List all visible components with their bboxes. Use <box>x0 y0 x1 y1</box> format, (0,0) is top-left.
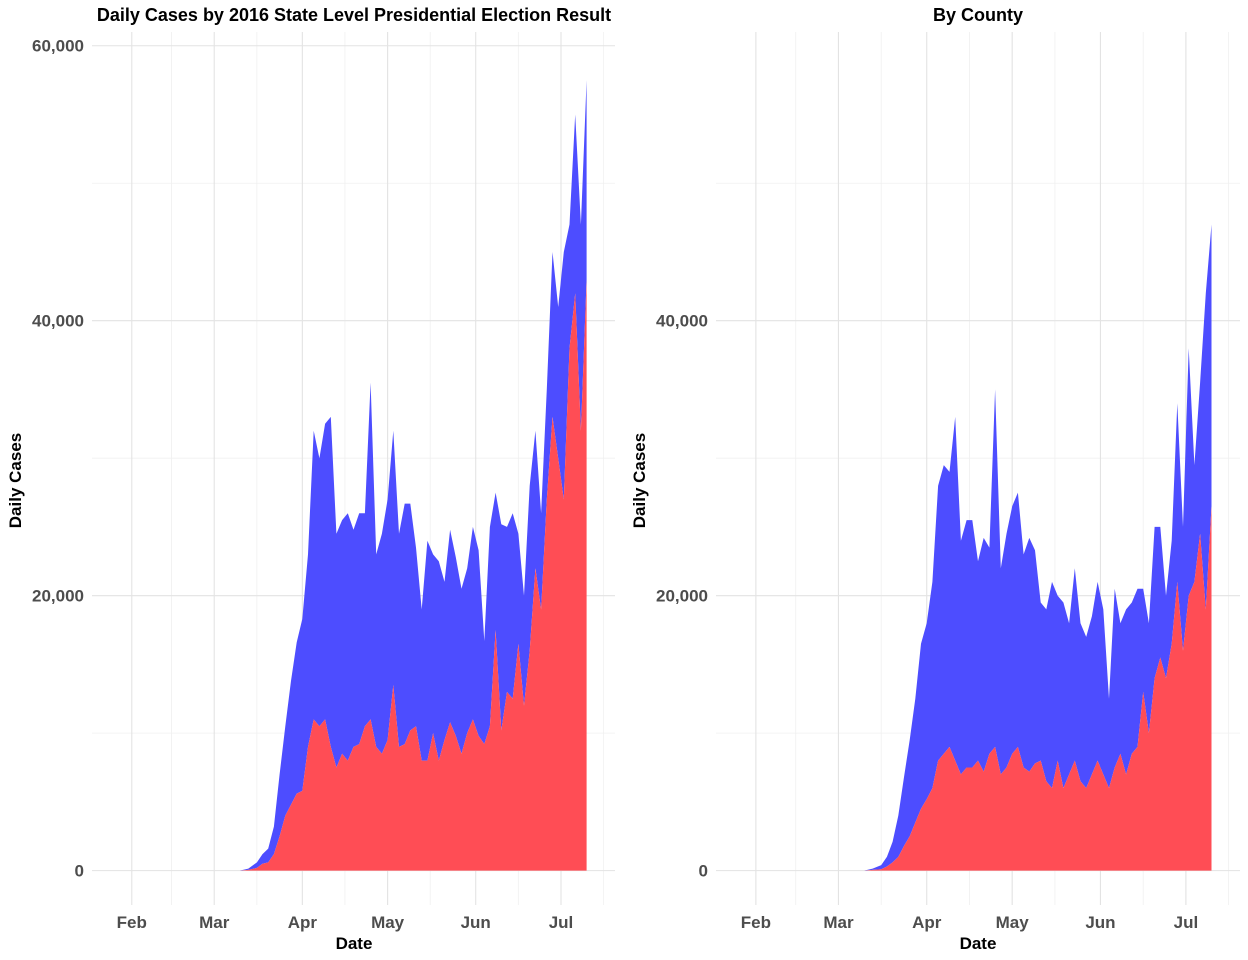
x-tick-label: Apr <box>912 913 942 932</box>
x-axis-title: Date <box>960 934 997 953</box>
x-tick-label: Feb <box>741 913 771 932</box>
y-axis-title: Daily Cases <box>630 433 649 528</box>
x-tick-label: Mar <box>823 913 854 932</box>
y-tick-label: 0 <box>699 862 708 881</box>
y-tick-label: 40,000 <box>656 312 708 331</box>
x-tick-label: Jun <box>461 913 491 932</box>
y-axis-title: Daily Cases <box>6 433 25 528</box>
x-tick-label: Jun <box>1085 913 1115 932</box>
area-bottom-series <box>838 506 1212 871</box>
chart-title: By County <box>933 5 1023 25</box>
x-tick-label: May <box>996 913 1030 932</box>
y-tick-label: 40,000 <box>32 312 84 331</box>
x-tick-label: Jul <box>1174 913 1199 932</box>
y-tick-label: 20,000 <box>656 587 708 606</box>
y-tick-label: 0 <box>75 862 84 881</box>
x-tick-label: Apr <box>288 913 318 932</box>
area-top-series <box>838 224 1212 871</box>
y-tick-label: 20,000 <box>32 587 84 606</box>
chart-panel-2: 0 20,000 40,000 Feb Mar Apr May Jun Jul By County… <box>630 5 1240 953</box>
chart-title: Daily Cases by 2016 State Level Presiden… <box>97 5 611 25</box>
x-tick-label: May <box>371 913 405 932</box>
area-bottom-series <box>214 279 587 871</box>
x-tick-label: Mar <box>199 913 230 932</box>
x-axis-title: Date <box>336 934 373 953</box>
x-tick-label: Jul <box>549 913 574 932</box>
x-tick-label: Feb <box>117 913 147 932</box>
area-top-series <box>214 80 587 871</box>
chart-panel-1: 0 20,000 40,000 60,000 Feb Mar Apr May Jun Jul Dai… <box>6 5 615 953</box>
y-tick-label: 60,000 <box>32 37 84 56</box>
